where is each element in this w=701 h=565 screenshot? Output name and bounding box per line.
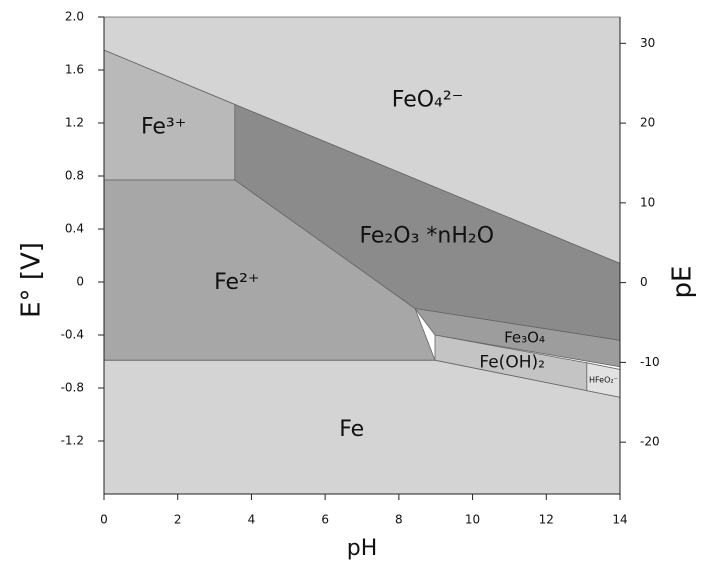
y-tick-label: 0 [76, 275, 84, 289]
y-tick-label: -0.8 [61, 381, 84, 395]
y2-tick-label: 20 [640, 116, 655, 130]
y-tick-label: 0.4 [65, 222, 84, 236]
region-label: Fe [339, 417, 364, 442]
x-tick-label: 6 [321, 513, 329, 527]
region-label: Fe²⁺ [214, 270, 259, 295]
y-tick-label: 1.6 [65, 63, 84, 77]
region-label: HFeO₂⁻ [589, 376, 618, 385]
y2-tick-label: 30 [640, 36, 655, 50]
x-tick-label: 2 [174, 513, 182, 527]
x-tick-label: 14 [612, 513, 627, 527]
y2-tick-label: 10 [640, 195, 655, 209]
x-tick-label: 4 [248, 513, 256, 527]
x-tick-label: 0 [100, 513, 108, 527]
y2-tick-label: 0 [640, 275, 648, 289]
y-tick-label: -1.2 [61, 434, 84, 448]
y-tick-label: 2.0 [65, 10, 84, 24]
region-label: Fe₃O₄ [504, 328, 545, 346]
x-axis-label: pH [347, 536, 378, 561]
x-tick-label: 12 [539, 513, 554, 527]
y2-tick-label: -10 [640, 355, 660, 369]
x-tick-label: 10 [465, 513, 480, 527]
y2-axis-label: pE [668, 266, 698, 299]
region-label: Fe(OH)₂ [479, 352, 545, 372]
y-tick-label: 1.2 [65, 116, 84, 130]
x-tick-label: 8 [395, 513, 403, 527]
region-label: Fe₂O₃ *nH₂O [359, 223, 494, 248]
y-tick-label: -0.4 [61, 328, 84, 342]
region-label: FeO₄²⁻ [392, 87, 464, 112]
y-axis-label: E° [V] [17, 242, 47, 318]
region-label: Fe³⁺ [141, 114, 186, 139]
y2-tick-label: -20 [640, 435, 660, 449]
y-tick-label: 0.8 [65, 169, 84, 183]
